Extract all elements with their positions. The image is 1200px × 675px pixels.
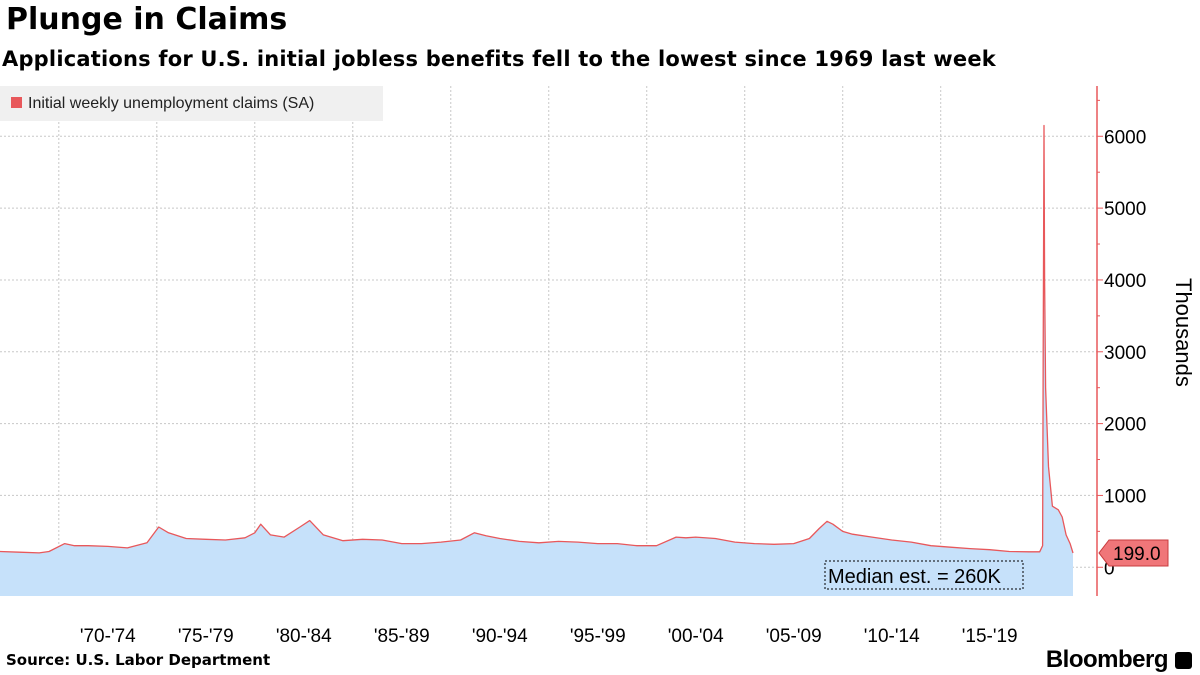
series-area — [0, 125, 1073, 596]
axis-layer: 0 1000 2000 3000 4000 5000 6000 '70-'74 '75-'79 '… — [80, 86, 1146, 647]
x-tick-label: '80-'84 — [276, 626, 332, 647]
x-tick-label: '95-'99 — [570, 626, 626, 647]
x-tick-label: '70-'74 — [80, 626, 136, 647]
x-tick-label: '15-'19 — [962, 626, 1018, 647]
x-tick-label: '85-'89 — [374, 626, 430, 647]
x-tick-label: '90-'94 — [472, 626, 528, 647]
x-tick-label: '05-'09 — [766, 626, 822, 647]
last-value-label: 199.0 — [1113, 544, 1161, 565]
legend: Initial weekly unemployment claims (SA) — [0, 86, 383, 121]
page-subtitle: Applications for U.S. initial jobless be… — [2, 47, 996, 71]
source-note: Source: U.S. Labor Department — [6, 651, 271, 669]
grid-layer — [0, 86, 1097, 596]
data-layer — [0, 124, 1074, 596]
bloomberg-mark-icon — [1175, 652, 1192, 669]
last-value-shape — [1098, 539, 1169, 567]
median-annotation-text: Median est. = 260K — [828, 566, 1002, 588]
legend-label: Initial weekly unemployment claims (SA) — [28, 95, 314, 112]
y-tick-label: 5000 — [1104, 199, 1146, 220]
bloomberg-logo: Bloomberg — [1045, 646, 1169, 673]
legend-background — [0, 86, 383, 121]
median-annotation-box — [824, 560, 1024, 590]
y-tick-label: 1000 — [1104, 486, 1146, 507]
y-tick-label: 0 — [1104, 558, 1115, 579]
x-tick-label: '75-'79 — [178, 626, 234, 647]
series-line — [0, 124, 1074, 554]
median-annotation: Median est. = 260K — [824, 560, 1024, 590]
y-tick-label: 4000 — [1104, 271, 1146, 292]
y-tick-label: 6000 — [1104, 127, 1146, 148]
x-tick-label: '00-'04 — [668, 626, 724, 647]
last-value-tag: 199.0 — [1098, 539, 1169, 567]
y-tick-label: 3000 — [1104, 343, 1146, 364]
y-tick-label: 2000 — [1104, 415, 1146, 436]
x-tick-label: '10-'14 — [864, 626, 920, 647]
page-title: Plunge in Claims — [6, 2, 288, 37]
y-axis-label: Thousands — [1171, 278, 1196, 387]
legend-swatch — [11, 97, 22, 108]
